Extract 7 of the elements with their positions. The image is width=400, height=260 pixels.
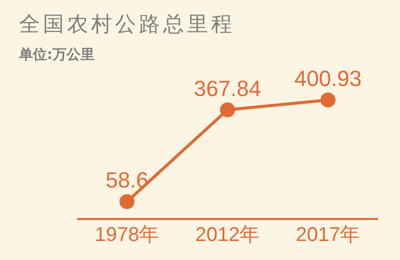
x-tick-label: 1978年 [94, 224, 160, 246]
x-tick-label: 2017年 [296, 224, 360, 246]
data-label: 367.84 [194, 76, 262, 101]
x-tick-label: 2012年 [195, 224, 260, 246]
chart-subtitle: 单位:万公里 [19, 46, 95, 64]
chart-title: 全国农村公路总里程 [19, 11, 235, 38]
data-label: 400.93 [294, 66, 362, 91]
